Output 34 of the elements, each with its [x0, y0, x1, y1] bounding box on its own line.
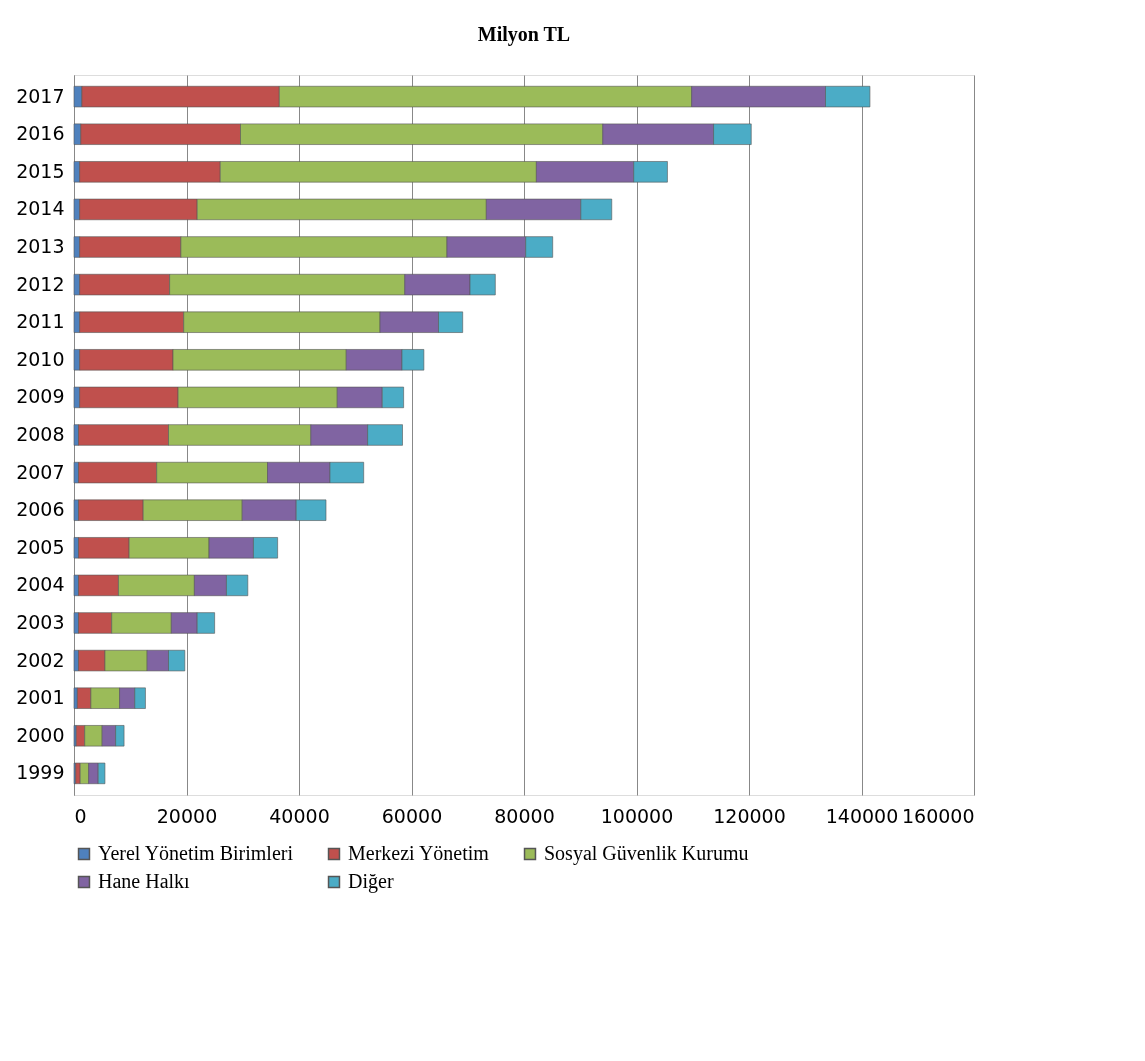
legend-label: Sosyal Güvenlik Kurumu: [544, 842, 749, 865]
y-tick-label: 2011: [16, 310, 65, 333]
y-tick-label: 2014: [16, 197, 65, 220]
y-tick-label: 2006: [16, 498, 65, 521]
y-tick-label: 2010: [16, 347, 65, 370]
legend-label: Merkezi Yönetim: [348, 842, 490, 864]
x-tick-label: 120000: [713, 804, 786, 827]
legend-label: Hane Halkı: [98, 870, 191, 892]
legend-label: Diğer: [348, 870, 394, 893]
chart-title: Milyon TL: [477, 23, 571, 46]
x-tick-label: 0: [74, 804, 87, 827]
y-tick-label: 2004: [16, 573, 65, 596]
legend-label: Yerel Yönetim Birimleri: [98, 842, 294, 864]
y-tick-label: 2002: [16, 648, 65, 671]
x-tick-label: 80000: [494, 804, 555, 827]
y-tick-label: 2001: [16, 686, 65, 709]
y-tick-label: 2015: [16, 159, 65, 182]
y-tick-label: 2003: [16, 610, 65, 633]
x-tick-label: 60000: [381, 804, 443, 827]
x-tick-label: 160000: [901, 804, 975, 827]
x-tick-label: 40000: [269, 804, 330, 827]
x-tick-label: 100000: [600, 804, 674, 827]
y-tick-label: 2012: [16, 272, 65, 295]
x-tick-label: 140000: [825, 804, 899, 827]
y-tick-label: 2017: [16, 84, 65, 107]
y-tick-label: 2005: [16, 535, 65, 558]
y-tick-label: 2016: [16, 122, 65, 145]
y-tick-label: 2000: [16, 723, 65, 746]
y-tick-label: 1999: [16, 761, 65, 784]
x-tick-label: 20000: [156, 804, 218, 827]
y-tick-label: 2009: [16, 385, 65, 408]
y-tick-label: 2013: [16, 235, 65, 258]
y-tick-label: 2007: [16, 460, 65, 483]
y-tick-label: 2008: [16, 423, 65, 445]
